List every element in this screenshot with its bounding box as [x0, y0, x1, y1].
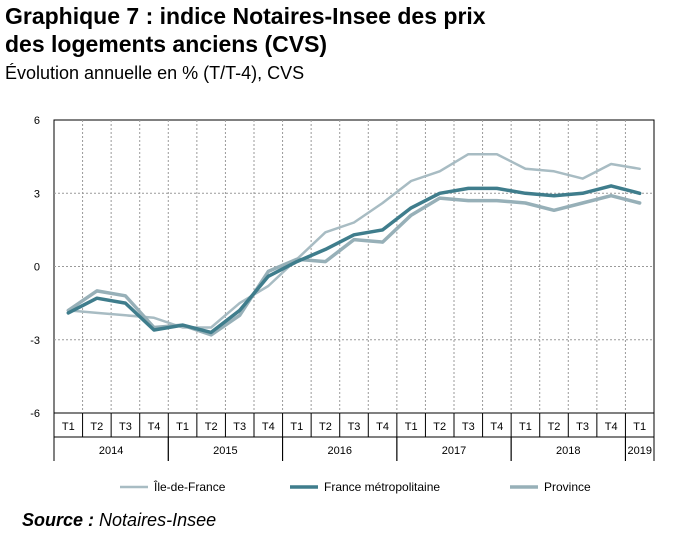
x-tick-label: T3: [348, 421, 361, 433]
year-label: 2018: [556, 445, 580, 457]
y-tick-label: -6: [30, 408, 40, 420]
year-label: 2016: [327, 445, 351, 457]
x-tick-label: T1: [519, 421, 532, 433]
x-tick-label: T4: [605, 421, 618, 433]
series-line-2: [66, 193, 642, 337]
y-tick-label: -3: [30, 335, 40, 347]
chart-title: Graphique 7 : indice Notaires-Insee des …: [5, 2, 665, 58]
series-line-0: [67, 152, 641, 329]
x-tick-label: T2: [548, 421, 561, 433]
x-tick-label: T1: [405, 421, 418, 433]
legend-label-2: Province: [544, 480, 591, 494]
x-tick-label: T1: [62, 421, 75, 433]
source-text: Notaires-Insee: [99, 510, 217, 530]
chart-subtitle: Évolution annuelle en % (T/T-4), CVS: [5, 63, 305, 83]
year-label: 2019: [627, 445, 651, 457]
x-tick-label: T3: [119, 421, 132, 433]
source-prefix: Source :: [22, 510, 95, 530]
x-tick-label: T2: [205, 421, 218, 433]
x-tick-label: T1: [633, 421, 646, 433]
x-tick-label: T2: [319, 421, 332, 433]
y-tick-label: 0: [34, 262, 40, 274]
y-tick-label: 3: [34, 188, 40, 200]
year-label: 2014: [99, 445, 123, 457]
source-note: Source : Notaires-Insee: [22, 510, 216, 531]
x-tick-label: T1: [290, 421, 303, 433]
x-tick-label: T3: [233, 421, 246, 433]
chart-title-line-1: Graphique 7 : indice Notaires-Insee des …: [5, 3, 486, 29]
x-tick-label: T4: [376, 421, 389, 433]
x-tick-label: T4: [490, 421, 503, 433]
x-tick-label: T3: [576, 421, 589, 433]
x-tick-label: T2: [433, 421, 446, 433]
series-line-1: [66, 184, 642, 335]
legend-label-0: Île-de-France: [153, 479, 226, 494]
x-tick-label: T4: [148, 421, 161, 433]
x-tick-label: T2: [90, 421, 103, 433]
x-tick-label: T3: [462, 421, 475, 433]
x-tick-label: T1: [176, 421, 189, 433]
year-label: 2015: [213, 445, 237, 457]
year-label: 2017: [442, 445, 466, 457]
chart-title-line-2: des logements anciens (CVS): [5, 31, 328, 57]
legend-label-1: France métropolitaine: [324, 480, 440, 494]
x-tick-label: T4: [262, 421, 275, 433]
y-tick-label: 6: [34, 115, 40, 127]
